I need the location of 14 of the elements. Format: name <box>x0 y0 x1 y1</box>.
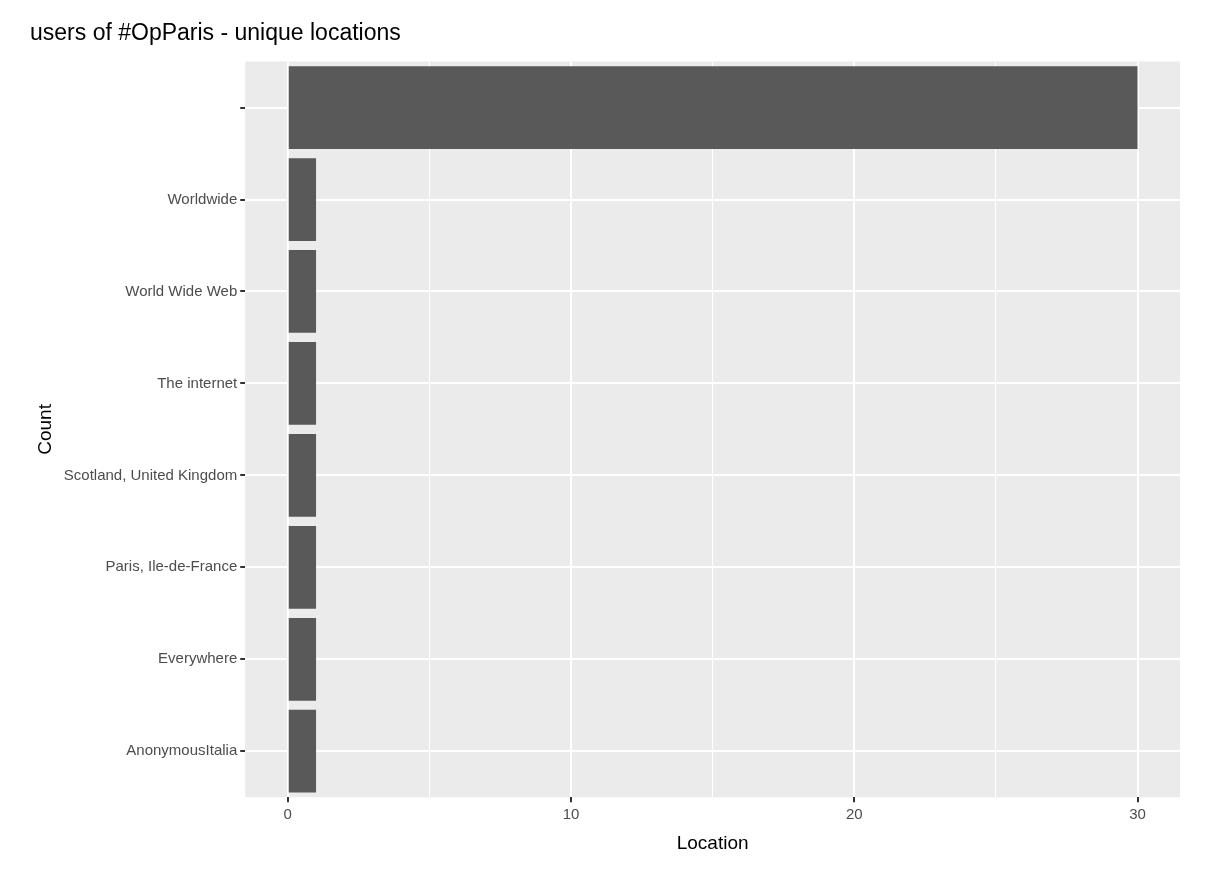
y-tick-label: AnonymousItalia <box>126 741 238 759</box>
x-tick-label: 20 <box>845 805 863 823</box>
x-tick-label: 10 <box>562 805 580 823</box>
x-tick-label: 30 <box>1129 805 1146 823</box>
y-tick-label: Scotland, United Kingdom <box>63 465 238 483</box>
y-tick-label: Worldwide <box>167 189 238 207</box>
y-tick-label: Everywhere <box>158 649 238 667</box>
y-axis-title: Count <box>33 403 55 455</box>
x-axis-title: Location <box>676 831 749 853</box>
x-tick-label: 0 <box>283 805 292 823</box>
y-tick-label: Paris, Ile-de-France <box>105 557 238 575</box>
y-tick-label: The internet <box>157 373 239 391</box>
chart-title: users of #OpParis - unique locations <box>30 19 401 46</box>
y-tick-label: World Wide Web <box>125 281 238 299</box>
